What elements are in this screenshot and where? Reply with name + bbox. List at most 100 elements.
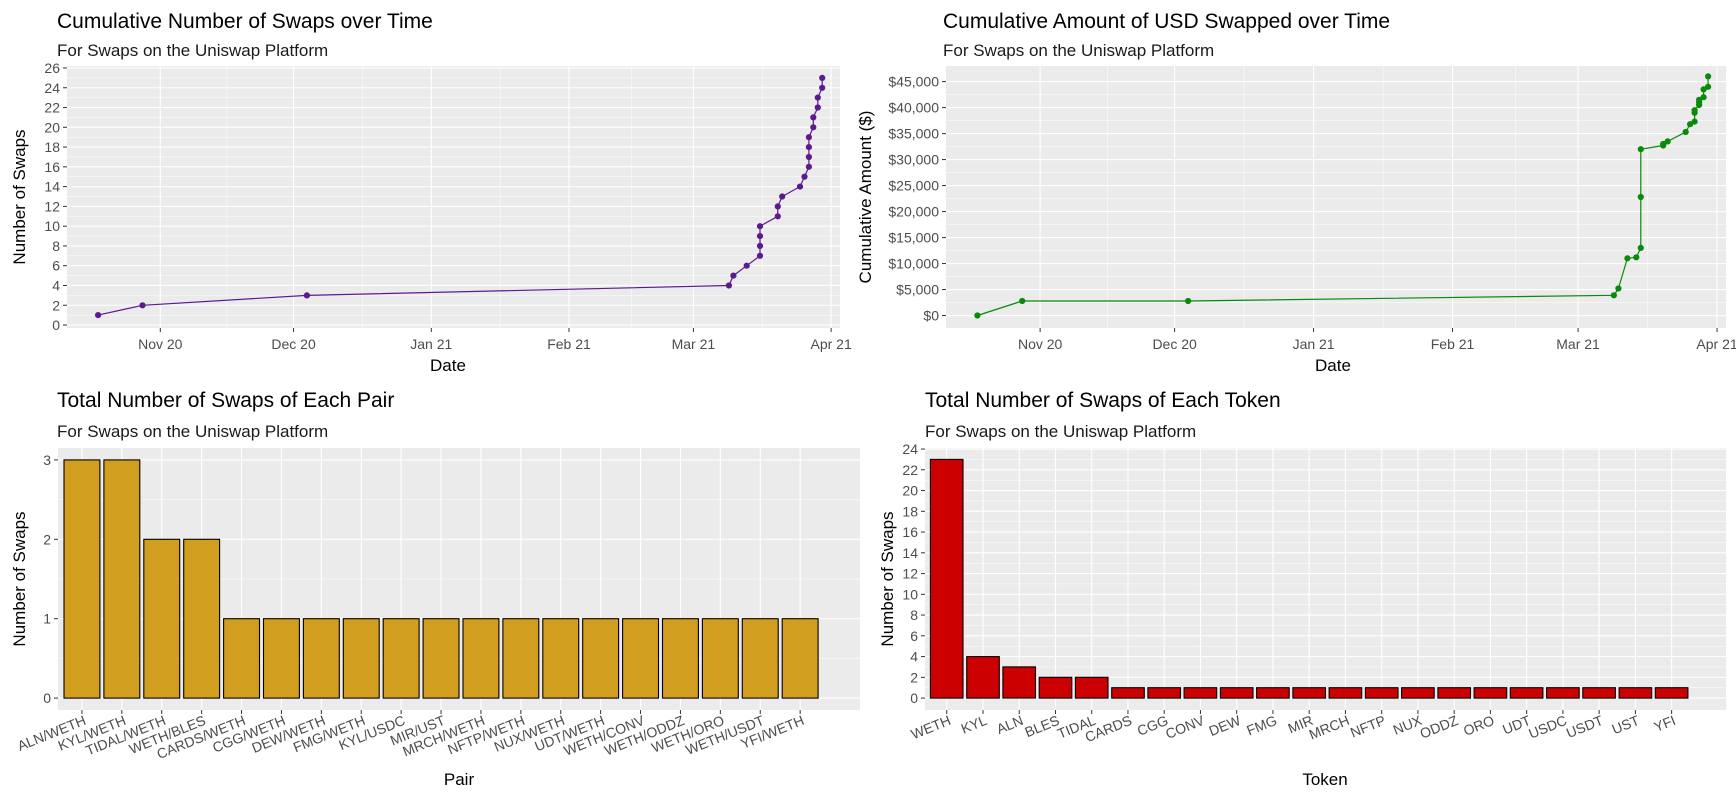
- plot-panel: [925, 448, 1726, 710]
- data-point: [779, 193, 786, 200]
- data-marks: [63, 459, 819, 699]
- bar: [1618, 687, 1653, 699]
- y-tick-label: 8: [910, 607, 918, 623]
- bar: [422, 618, 460, 699]
- gridlines: [946, 66, 1726, 328]
- bar: [63, 459, 101, 699]
- data-point: [814, 104, 821, 111]
- x-tick-label: CONV: [1163, 712, 1207, 742]
- data-point: [1637, 244, 1644, 251]
- y-tick-label: $0: [923, 308, 939, 324]
- data-point: [814, 94, 821, 101]
- y-tick-label: 10: [902, 586, 918, 602]
- y-tick-label: $30,000: [888, 152, 939, 168]
- data-point: [1691, 107, 1698, 114]
- data-point: [819, 84, 826, 91]
- x-tick-label: Apr 21: [1696, 336, 1736, 352]
- data-point: [1019, 297, 1026, 305]
- data-point: [1700, 94, 1707, 101]
- y-tick-label: 0: [910, 690, 918, 706]
- y-tick-label: $25,000: [888, 178, 939, 194]
- x-axis-title: Pair: [444, 770, 475, 789]
- data-point: [1185, 297, 1192, 305]
- bar: [1364, 687, 1399, 699]
- y-tick-label: 1: [43, 611, 51, 627]
- data-point: [1624, 255, 1631, 262]
- y-tick-label: 2: [43, 531, 51, 547]
- bar: [1328, 687, 1363, 699]
- x-tick-label: Nov 20: [138, 336, 183, 352]
- x-tick-label: Feb 21: [1431, 336, 1475, 352]
- y-tick-label: 14: [902, 545, 918, 561]
- y-axis-title: Number of Swaps: [878, 511, 897, 646]
- data-point: [974, 312, 981, 319]
- y-tick-label: 26: [44, 60, 60, 76]
- data-point: [810, 114, 817, 121]
- data-point: [805, 163, 813, 170]
- data-point: [796, 183, 804, 190]
- x-tick-label: FMG: [1244, 712, 1279, 738]
- bar: [223, 618, 261, 699]
- data-marks: [95, 74, 826, 319]
- bar: [1147, 687, 1182, 699]
- data-point: [725, 282, 733, 289]
- swaps-over-time-chart: Cumulative Number of Swaps over Time For…: [10, 10, 852, 375]
- bar: [542, 618, 580, 699]
- usd-over-time-chart: Cumulative Amount of USD Swapped over Ti…: [856, 10, 1736, 375]
- bar: [103, 459, 141, 699]
- bar: [701, 618, 739, 699]
- data-point: [805, 144, 813, 151]
- bar: [622, 618, 660, 699]
- bar: [302, 618, 340, 699]
- data-point: [1660, 140, 1667, 148]
- data-point: [756, 223, 764, 230]
- chart-subtitle: For Swaps on the Uniswap Platform: [57, 422, 328, 441]
- bar: [741, 618, 779, 699]
- data-point: [1691, 118, 1698, 125]
- x-tick-label: DEW: [1207, 712, 1244, 739]
- chart-subtitle: For Swaps on the Uniswap Platform: [943, 41, 1214, 60]
- chart-subtitle: For Swaps on the Uniswap Platform: [925, 422, 1196, 441]
- data-point: [1696, 96, 1703, 103]
- data-point: [801, 173, 808, 180]
- bar: [1111, 687, 1145, 699]
- bar: [1473, 687, 1508, 699]
- bar: [661, 618, 699, 699]
- data-point: [805, 153, 813, 161]
- y-tick-label: $10,000: [888, 256, 939, 272]
- x-axis-title: Date: [430, 356, 466, 375]
- y-tick-label: 8: [52, 238, 60, 254]
- x-axis-title: Token: [1302, 770, 1347, 789]
- bar: [1292, 687, 1327, 699]
- y-tick-label: 3: [43, 452, 51, 468]
- y-tick-label: 14: [44, 179, 60, 195]
- y-tick-label: 22: [44, 100, 60, 116]
- y-tick-label: 16: [44, 159, 60, 175]
- y-tick-label: 24: [44, 80, 60, 96]
- chart-title: Total Number of Swaps of Each Token: [925, 389, 1281, 412]
- bar: [1256, 687, 1290, 699]
- x-tick-label: ODDZ: [1418, 712, 1461, 742]
- x-tick-label: KYL: [959, 712, 990, 737]
- y-tick-label: 2: [910, 669, 918, 685]
- bar: [1582, 687, 1616, 699]
- x-tick-label: ALN: [994, 712, 1025, 737]
- data-point: [1700, 86, 1707, 93]
- data-point: [730, 272, 737, 279]
- bar: [502, 618, 540, 699]
- data-point: [1615, 285, 1622, 292]
- y-tick-label: 16: [902, 524, 918, 540]
- data-point: [1610, 292, 1617, 299]
- bar: [1183, 687, 1218, 699]
- bar: [966, 656, 1000, 699]
- y-tick-label: 6: [52, 258, 60, 274]
- data-point: [774, 213, 781, 220]
- data-point: [95, 312, 102, 319]
- swaps-per-token-chart: Total Number of Swaps of Each Token For …: [878, 389, 1726, 789]
- tick-labels: $0 $5,000 $10,000 $15,000 $20,000 $25,000 $30,…: [888, 74, 1736, 352]
- data-point: [756, 252, 764, 259]
- data-point: [303, 292, 310, 299]
- y-tick-label: $40,000: [888, 100, 939, 116]
